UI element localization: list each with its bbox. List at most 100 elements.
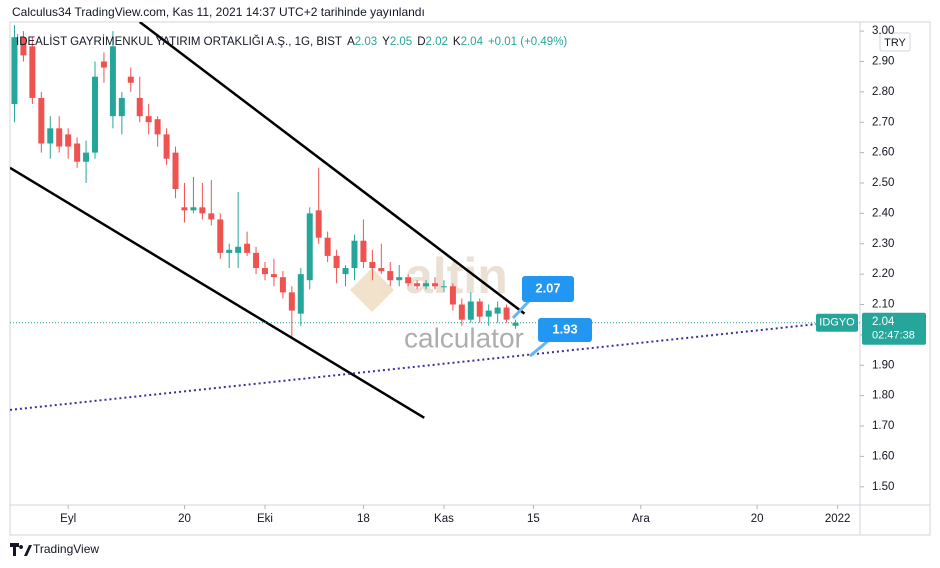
candle-body [20,37,27,56]
x-tick-label: 2022 [825,513,851,525]
legend-value: 2.02 [426,36,448,48]
legend-key: Y [382,36,390,48]
candle-body [244,243,251,253]
watermark-text: calculator [404,322,524,353]
currency: TRY [884,37,906,49]
candle-body [92,76,98,153]
annotation-box [538,318,592,342]
candle-body [100,61,107,68]
x-tick-label: 15 [527,513,540,525]
candle-body [449,286,456,305]
y-tick-label: 2.40 [872,207,894,219]
candle-body [74,143,81,162]
last-price-box [862,312,926,345]
candle-body [494,307,501,314]
candle-body [378,268,385,272]
candle-body [342,268,349,275]
candle-body [324,237,331,256]
candle-body [65,134,72,147]
footer: TradingView [33,542,99,556]
candle-body [369,261,376,269]
candle-body [145,116,152,123]
y-tick-label: 2.60 [872,147,894,159]
candle-body [118,97,125,117]
candle-body [512,322,519,326]
candle-body [458,304,465,320]
y-tick-label: 3.00 [872,25,894,37]
legend-value: 2.03 [355,36,377,48]
candle-body [181,207,188,211]
candle-body [351,240,358,269]
price-annotation: 2.07 1.93 [511,276,592,358]
annotation-arrow [529,339,549,358]
legend-key: D [417,36,425,48]
candle-body [217,219,224,253]
candle-body [253,252,260,269]
candle-body [136,97,143,117]
candle-body [485,310,492,317]
plot [10,22,819,419]
candle-body [297,274,304,314]
y-tick-label: 2.20 [872,268,894,280]
candle-body [467,301,474,320]
candle-body [127,76,134,83]
y-tick-label: 1.50 [872,481,894,493]
legend-key: A [347,36,355,48]
y-tick-label: 2.30 [872,238,894,250]
candle-body [208,213,215,220]
x-tick-label: 20 [178,513,191,525]
y-tick-label: 2.70 [872,116,894,128]
y-tick-label: 2.90 [872,56,894,68]
trend-line [10,322,819,411]
y-tick-label: 2.10 [872,299,894,311]
x-tick-label: Ara [632,513,651,525]
legend-value: 2.04 [461,36,484,48]
x-tick-label: 18 [357,513,370,525]
watermark-logo [350,268,394,312]
candle-body [405,277,412,284]
candle-body [288,292,295,311]
y-tick-label: 1.80 [872,390,894,402]
ticker-label: IDGYO [819,317,855,329]
candle-body [154,119,161,135]
ticker-box [816,313,858,332]
annotation-label: 1.93 [552,321,577,336]
watermark-text: altin [405,248,508,304]
candle-body [38,97,45,144]
candle-body [315,210,322,238]
annotation-label: 2.07 [535,280,560,295]
chart-frame [9,21,931,536]
tradingview-logo [10,543,32,556]
countdown: 02:47:38 [872,330,915,342]
legend-change: +0.01 (+0.49%) [488,36,567,48]
x-tick-label: Eki [257,513,273,525]
trend-line [138,22,526,315]
candle-body [226,249,233,253]
candle-body [396,277,403,281]
candle-body [172,152,179,190]
candle-body [29,46,36,98]
candle-body [262,268,268,275]
header: Calculus34 TradingView.com, Kas 11, 2021… [12,5,425,19]
candle-body [503,307,510,320]
candle-body [423,283,430,287]
y-tick-label: 1.70 [872,420,894,432]
last-price-label: 2.04 [872,316,895,328]
candle-body [190,207,197,211]
candle-body [47,128,54,144]
candle-body [109,46,116,117]
candle-body [83,152,90,162]
y-tick-label: 1.60 [872,450,894,462]
candle-body [163,134,170,159]
candle-body [199,207,206,214]
candle-body [270,274,277,278]
candle-body [414,283,421,287]
candle-body [306,213,313,281]
x-tick-label: Eyl [60,513,76,525]
currency-box [879,32,911,52]
annotation-box [522,276,574,302]
candle-body [11,37,18,105]
legend-key: K [453,36,461,48]
watermark: altin calculator [350,248,524,353]
candle-body [333,255,340,269]
